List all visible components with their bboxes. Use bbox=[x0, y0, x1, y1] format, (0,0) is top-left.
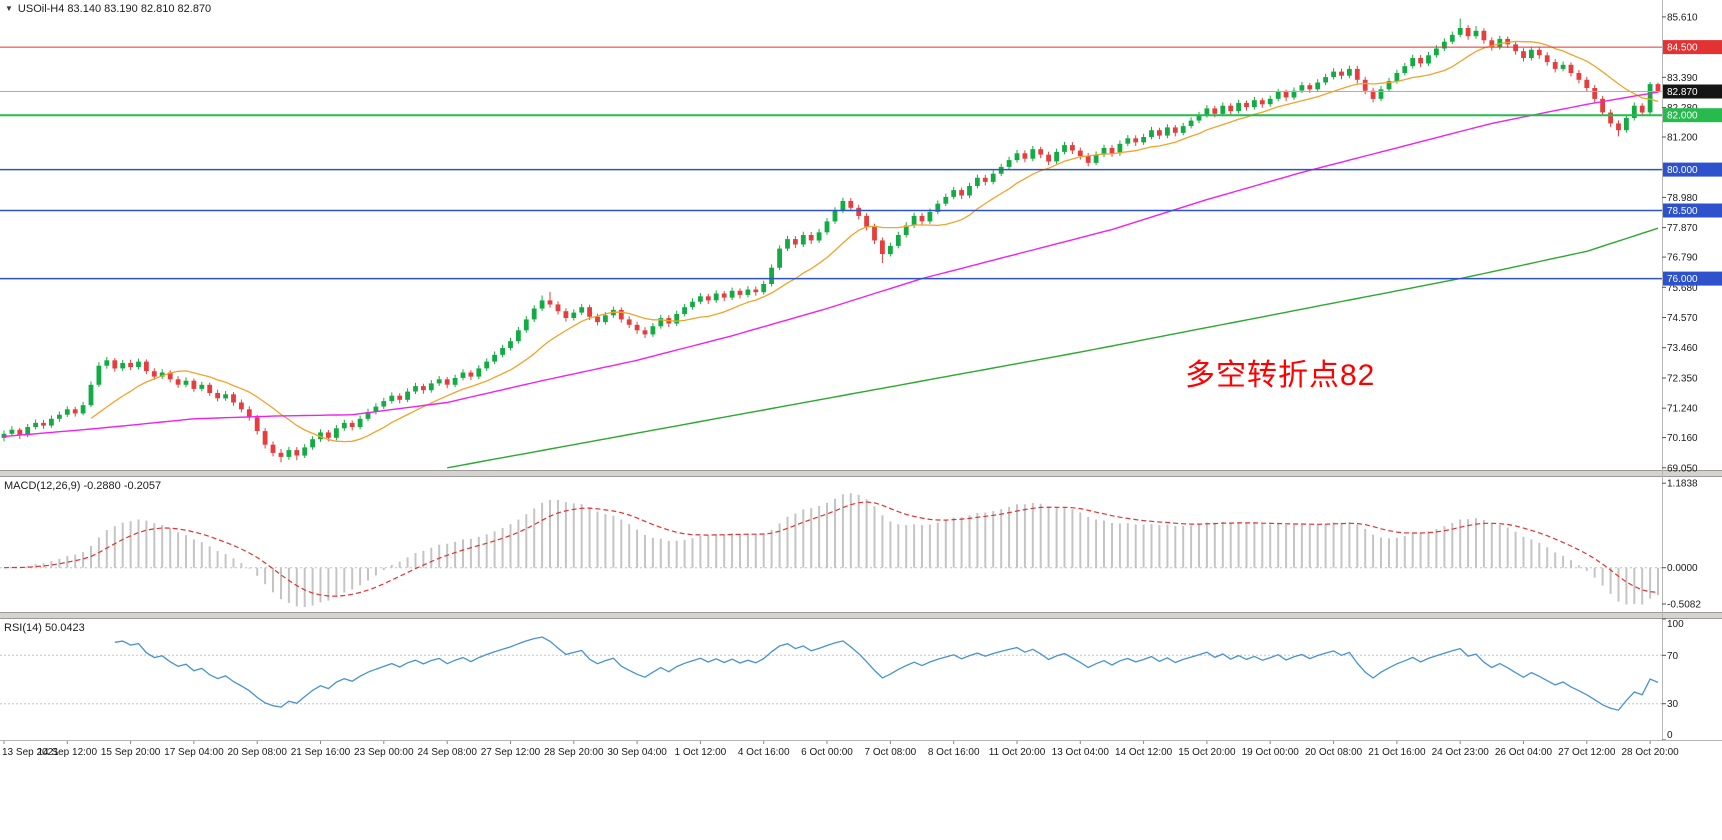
svg-text:84.500: 84.500 bbox=[1667, 43, 1698, 54]
time-axis-label: 21 Oct 16:00 bbox=[1368, 747, 1426, 758]
macd-axis-tick: 1.1838 bbox=[1667, 479, 1698, 490]
time-axis-label: 26 Oct 04:00 bbox=[1495, 747, 1553, 758]
svg-text:82.000: 82.000 bbox=[1667, 111, 1698, 122]
time-axis-label: 20 Oct 08:00 bbox=[1305, 747, 1363, 758]
time-axis-label: 15 Sep 20:00 bbox=[101, 747, 161, 758]
price-axis-tick: 81.200 bbox=[1667, 133, 1698, 144]
symbol-ohlc-label: USOil-H4 83.140 83.190 82.810 82.870 bbox=[17, 3, 212, 15]
macd-axis-tick: 0.0000 bbox=[1667, 563, 1698, 574]
pane-separator[interactable] bbox=[0, 470, 1722, 477]
price-axis-tick: 75.680 bbox=[1667, 283, 1698, 294]
price-axis-tick: 71.240 bbox=[1667, 404, 1698, 415]
price-line-badge: 84.500 bbox=[1663, 40, 1722, 55]
price-line-badge: 76.000 bbox=[1663, 271, 1722, 286]
time-axis-label: 14 Oct 12:00 bbox=[1115, 747, 1173, 758]
price-line-badge: 82.870 bbox=[1663, 84, 1722, 99]
time-axis-label: 13 Sep 2021 bbox=[2, 747, 59, 758]
svg-text:76.000: 76.000 bbox=[1667, 274, 1698, 285]
price-line-badge: 82.000 bbox=[1663, 108, 1722, 123]
time-axis-label: 15 Oct 20:00 bbox=[1178, 747, 1236, 758]
rsi-indicator-label: RSI(14) 50.0423 bbox=[4, 622, 85, 634]
svg-text:82.870: 82.870 bbox=[1667, 87, 1698, 98]
time-axis-label: 4 Oct 16:00 bbox=[738, 747, 790, 758]
time-axis-label: 23 Sep 00:00 bbox=[354, 747, 414, 758]
time-axis-label: 20 Sep 08:00 bbox=[227, 747, 287, 758]
ma-slow-line bbox=[447, 227, 1659, 469]
time-axis-label: 19 Oct 00:00 bbox=[1242, 747, 1300, 758]
time-axis-label: 28 Oct 20:00 bbox=[1621, 747, 1679, 758]
collapse-triangle-icon[interactable]: ▼ bbox=[5, 4, 13, 13]
ma-mid-line bbox=[3, 91, 1659, 438]
price-axis-tick: 83.390 bbox=[1667, 73, 1698, 84]
time-axis-label: 13 Oct 04:00 bbox=[1052, 747, 1110, 758]
symbol-bar: ▼ USOil-H4 83.140 83.190 82.810 82.870 bbox=[5, 3, 211, 15]
price-axis-tick: 77.870 bbox=[1667, 223, 1698, 234]
price-axis-tick: 73.460 bbox=[1667, 343, 1698, 354]
time-axis-label: 27 Oct 12:00 bbox=[1558, 747, 1616, 758]
time-axis-label: 27 Sep 12:00 bbox=[481, 747, 541, 758]
svg-text:78.500: 78.500 bbox=[1667, 206, 1698, 217]
time-axis-label: 30 Sep 04:00 bbox=[607, 747, 667, 758]
price-axis-tick: 85.610 bbox=[1667, 12, 1698, 23]
time-axis-label: 7 Oct 08:00 bbox=[865, 747, 917, 758]
trend-annotation: 多空转折点82 bbox=[1185, 359, 1376, 392]
price-axis[interactable]: 85.61083.39082.28081.20078.98077.87076.7… bbox=[1662, 12, 1698, 474]
time-axis-label: 6 Oct 00:00 bbox=[801, 747, 853, 758]
macd-axis-tick: -0.5082 bbox=[1667, 600, 1701, 611]
time-axis-label: 21 Sep 16:00 bbox=[291, 747, 351, 758]
time-axis-label: 8 Oct 16:00 bbox=[928, 747, 980, 758]
rsi-line bbox=[114, 636, 1659, 711]
macd-histogram bbox=[10, 493, 1659, 608]
time-axis-label: 1 Oct 12:00 bbox=[675, 747, 727, 758]
price-axis-tick: 76.790 bbox=[1667, 253, 1698, 264]
time-axis-label: 14 Sep 12:00 bbox=[38, 747, 98, 758]
price-axis-tick: 74.570 bbox=[1667, 313, 1698, 324]
rsi-axis-tick: 0 bbox=[1667, 730, 1673, 741]
price-axis-tick: 78.980 bbox=[1667, 193, 1698, 204]
pane-separator[interactable] bbox=[0, 612, 1722, 619]
time-axis-label: 24 Sep 08:00 bbox=[417, 747, 477, 758]
time-axis-label: 17 Sep 04:00 bbox=[164, 747, 224, 758]
time-axis-label: 11 Oct 20:00 bbox=[989, 747, 1046, 758]
price-axis-tick: 72.350 bbox=[1667, 374, 1698, 385]
candlesticks bbox=[1, 18, 1661, 463]
rsi-axis-tick: 30 bbox=[1667, 699, 1679, 710]
time-axis-label: 24 Oct 23:00 bbox=[1432, 747, 1490, 758]
macd-indicator-label: MACD(12,26,9) -0.2880 -0.2057 bbox=[4, 480, 162, 492]
price-line-badge: 78.500 bbox=[1663, 203, 1722, 218]
price-line-badge: 80.000 bbox=[1663, 162, 1722, 177]
price-axis-tick: 70.160 bbox=[1667, 433, 1698, 444]
svg-text:80.000: 80.000 bbox=[1667, 165, 1698, 176]
rsi-axis-tick: 70 bbox=[1667, 651, 1679, 662]
time-axis-label: 28 Sep 20:00 bbox=[544, 747, 604, 758]
ma-fast-line bbox=[90, 40, 1659, 443]
price-axis-tick: 69.050 bbox=[1667, 463, 1698, 474]
rsi-axis-tick: 100 bbox=[1667, 619, 1684, 630]
macd-signal-line bbox=[3, 501, 1659, 597]
